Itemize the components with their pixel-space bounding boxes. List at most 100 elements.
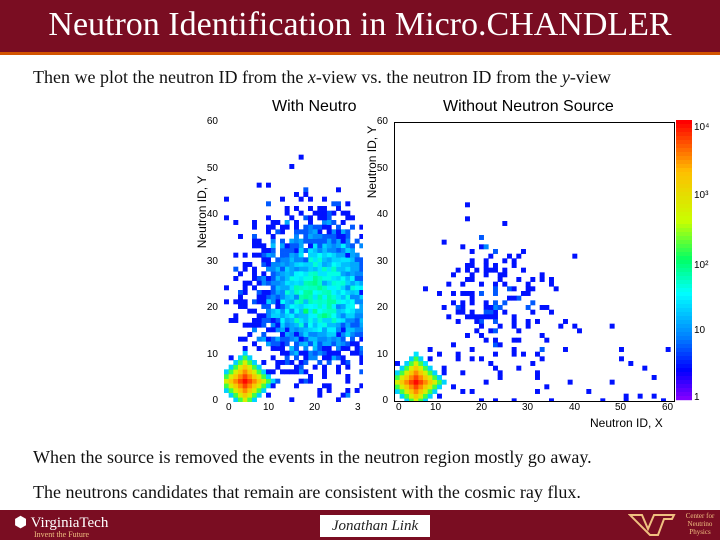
- heatmap-bin: [451, 384, 456, 390]
- colorbar-segment: [676, 120, 692, 125]
- left-ytick: 0: [212, 395, 218, 406]
- heatmap-bin: [331, 350, 337, 356]
- center-name: Center for Neutrino Physics: [685, 512, 715, 536]
- heatmap-bin: [437, 379, 442, 385]
- footer: ⬢ VirginiaTech Invent the Future Jonatha…: [0, 510, 720, 540]
- heatmap-bin: [322, 280, 327, 286]
- heatmap-bin: [336, 266, 341, 272]
- heatmap-bin: [345, 243, 351, 249]
- colorbar-segment: [676, 212, 692, 217]
- heatmap-bin: [483, 300, 489, 306]
- heatmap-bin: [340, 299, 346, 305]
- heatmap-bin: [331, 318, 337, 323]
- heatmap-bin: [275, 262, 281, 267]
- heatmap-bin: [336, 201, 341, 207]
- heatmap-bin: [317, 322, 323, 328]
- heatmap-bin: [350, 243, 355, 249]
- heatmap-bin: [359, 285, 363, 291]
- heatmap-bin: [322, 271, 327, 277]
- heatmap-bin: [354, 280, 360, 286]
- heatmap-bin: [308, 271, 313, 277]
- heatmap-bin: [437, 375, 442, 380]
- heatmap-bin: [497, 277, 503, 282]
- heatmap-bin: [266, 276, 271, 281]
- heatmap-bin: [331, 332, 337, 337]
- heatmap-bin: [535, 370, 540, 376]
- heatmap-bin: [354, 308, 360, 314]
- heatmap-bin: [345, 201, 351, 207]
- heatmap-bin: [345, 262, 351, 267]
- heatmap-bin: [270, 220, 276, 225]
- left-ytick: 60: [206, 116, 218, 127]
- heatmap-bin: [399, 384, 405, 390]
- heatmap-bin: [354, 271, 360, 277]
- heatmap-bin: [280, 196, 285, 202]
- heatmap-bin: [298, 276, 304, 281]
- heatmap-bin: [312, 276, 318, 281]
- heatmap-bin: [298, 304, 304, 309]
- right-ytick: 0: [382, 395, 388, 406]
- heatmap-bin: [284, 313, 290, 319]
- heatmap-bin: [317, 350, 323, 356]
- slide-title: Neutron Identification in Micro.CHANDLER: [48, 6, 672, 43]
- heatmap-bin: [270, 378, 276, 384]
- heatmap-bin: [322, 299, 327, 305]
- heatmap-bin: [294, 299, 299, 305]
- heatmap-bin: [317, 280, 323, 286]
- heatmap-bin: [460, 281, 466, 287]
- heatmap-bin: [331, 336, 337, 342]
- heatmap-bin: [317, 271, 323, 277]
- heatmap-bin: [474, 314, 480, 320]
- heatmap-bin: [340, 346, 346, 351]
- colorbar-label: 10³: [694, 190, 709, 201]
- heatmap-bin: [563, 319, 568, 324]
- heatmap-bin: [294, 308, 299, 314]
- heatmap-bin: [516, 337, 522, 343]
- heatmap-bin: [308, 229, 313, 235]
- heatmap-bin: [298, 350, 304, 356]
- heatmap-bin: [322, 238, 327, 244]
- heatmap-bin: [284, 285, 290, 291]
- heatmap-bin: [261, 336, 267, 342]
- colorbar-segment: [676, 352, 692, 357]
- heatmap-bin: [427, 375, 433, 380]
- heatmap-bin: [308, 374, 313, 379]
- heatmap-bin: [340, 210, 346, 216]
- heatmap-bin: [331, 257, 337, 263]
- heatmap-bin: [345, 341, 351, 347]
- heatmap-bin: [493, 286, 498, 292]
- heatmap-bin: [359, 257, 363, 263]
- heatmap-bin: [340, 355, 346, 361]
- heatmap-bin: [469, 347, 475, 352]
- heatmap-bin: [312, 224, 318, 230]
- heatmap-bin: [322, 248, 327, 253]
- heatmap-bin: [586, 389, 592, 394]
- colorbar-segment: [676, 140, 692, 145]
- colorbar-segment: [676, 268, 692, 273]
- colorbar-segment: [676, 216, 692, 221]
- heatmap-bin: [502, 258, 508, 264]
- heatmap-bin: [312, 308, 318, 314]
- heatmap-bin: [432, 384, 438, 390]
- heatmap-bin: [469, 300, 475, 306]
- heatmap-bin: [322, 262, 327, 267]
- heatmap-bin: [326, 271, 332, 277]
- heatmap-bin: [404, 375, 410, 380]
- heatmap-bin: [413, 398, 419, 401]
- heatmap-bin: [326, 346, 332, 351]
- colorbar-segment: [676, 148, 692, 153]
- colorbar-segment: [676, 292, 692, 297]
- heatmap-bin: [507, 295, 512, 301]
- heatmap-bin: [294, 206, 299, 211]
- heatmap-bin: [651, 393, 657, 399]
- heatmap-bin: [326, 308, 332, 314]
- heatmap-bin: [623, 393, 629, 399]
- intro-text: Then we plot the neutron ID from the x-v…: [33, 67, 611, 88]
- heatmap-bin: [317, 243, 323, 249]
- heatmap-bin: [354, 299, 360, 305]
- heatmap-bin: [345, 308, 351, 314]
- heatmap-bin: [441, 370, 447, 376]
- heatmap-bin: [502, 267, 508, 273]
- heatmap-bin: [345, 294, 351, 300]
- heatmap-bin: [345, 378, 351, 384]
